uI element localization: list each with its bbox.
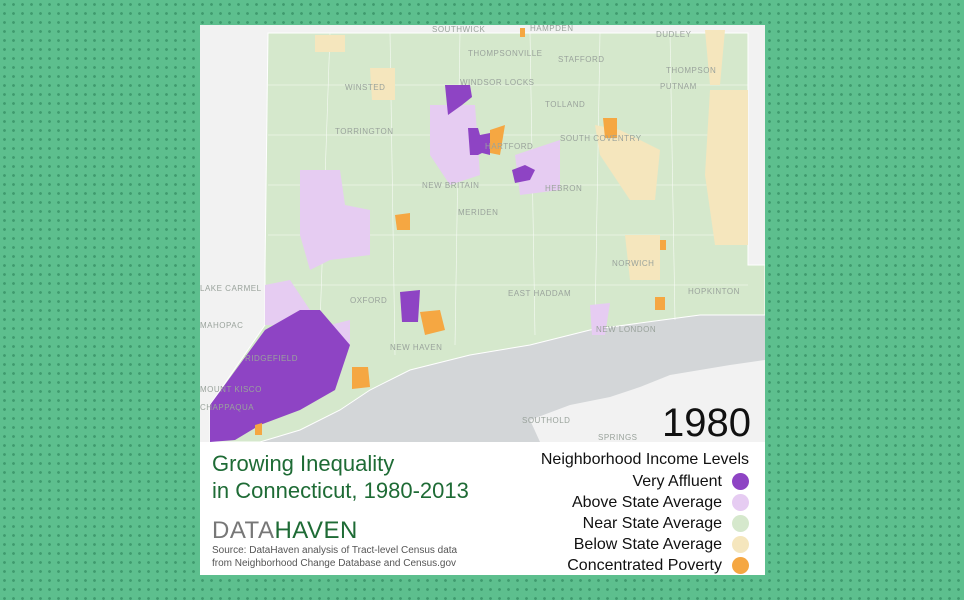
svg-text:TORRINGTON: TORRINGTON <box>335 127 393 136</box>
legend-swatch <box>732 557 749 574</box>
legend-swatch <box>732 536 749 553</box>
legend-label: Above State Average <box>571 494 722 511</box>
svg-text:WINDSOR LOCKS: WINDSOR LOCKS <box>460 78 535 87</box>
datahaven-logo: DATAHAVEN <box>212 517 358 545</box>
legend-label: Below State Average <box>573 536 722 553</box>
svg-text:CHAPPAQUA: CHAPPAQUA <box>200 403 254 412</box>
svg-text:MOUNT KISCO: MOUNT KISCO <box>200 385 262 394</box>
svg-text:THOMPSON: THOMPSON <box>666 66 716 75</box>
map-title: Growing Inequality in Connecticut, 1980-… <box>212 450 469 504</box>
svg-text:SPRINGS: SPRINGS <box>598 433 638 442</box>
svg-text:NORWICH: NORWICH <box>612 259 654 268</box>
logo-haven: HAVEN <box>274 517 358 544</box>
legend-title: Neighborhood Income Levels <box>540 451 749 468</box>
source-line-1: Source: DataHaven analysis of Tract-leve… <box>212 545 458 556</box>
svg-text:RIDGEFIELD: RIDGEFIELD <box>245 354 298 363</box>
year-label: 1980 <box>662 401 751 445</box>
svg-text:OXFORD: OXFORD <box>350 296 387 305</box>
legend-item-above-average: Above State Average <box>541 492 749 513</box>
svg-text:MAHOPAC: MAHOPAC <box>200 321 243 330</box>
town-labels: SOUTHWICK HAMPDEN DUDLEY THOMPSONVILLE S… <box>200 25 740 442</box>
svg-text:NEW HAVEN: NEW HAVEN <box>390 343 442 352</box>
legend: Neighborhood Income Levels Very Affluent… <box>541 451 749 576</box>
legend-item-below-average: Below State Average <box>541 534 749 555</box>
source-line-2: from Neighborhood Change Database and Ce… <box>212 558 457 569</box>
source-note: Source: DataHaven analysis of Tract-leve… <box>212 544 457 570</box>
long-island <box>530 360 765 442</box>
logo-data: DATA <box>212 517 275 544</box>
svg-text:THOMPSONVILLE: THOMPSONVILLE <box>468 49 543 58</box>
svg-text:DUDLEY: DUDLEY <box>656 30 692 39</box>
svg-text:PUTNAM: PUTNAM <box>660 82 697 91</box>
legend-item-concentrated-poverty: Concentrated Poverty <box>541 555 749 576</box>
svg-text:HOPKINTON: HOPKINTON <box>688 287 740 296</box>
svg-text:MERIDEN: MERIDEN <box>458 208 498 217</box>
svg-text:SOUTHOLD: SOUTHOLD <box>522 416 570 425</box>
svg-text:HARTFORD: HARTFORD <box>485 142 533 151</box>
svg-text:NEW BRITAIN: NEW BRITAIN <box>422 181 479 190</box>
legend-swatch <box>732 494 749 511</box>
svg-text:TOLLAND: TOLLAND <box>545 100 585 109</box>
very-affluent-tracts <box>210 85 535 442</box>
legend-swatch <box>732 515 749 532</box>
svg-text:HEBRON: HEBRON <box>545 184 582 193</box>
below-average-tracts <box>315 30 748 280</box>
title-line-1: Growing Inequality <box>212 451 395 476</box>
svg-text:HAMPDEN: HAMPDEN <box>530 25 574 33</box>
svg-text:SOUTH COVENTRY: SOUTH COVENTRY <box>560 134 642 143</box>
title-line-2: in Connecticut, 1980-2013 <box>212 478 469 503</box>
income-map[interactable]: SOUTHWICK HAMPDEN DUDLEY THOMPSONVILLE S… <box>200 25 765 442</box>
svg-text:NEW LONDON: NEW LONDON <box>596 325 656 334</box>
legend-label: Near State Average <box>582 515 722 532</box>
legend-label: Very Affluent <box>632 473 722 490</box>
svg-text:SOUTHWICK: SOUTHWICK <box>432 25 486 34</box>
concentrated-poverty-tracts <box>255 28 666 435</box>
legend-label: Concentrated Poverty <box>567 557 722 574</box>
svg-text:WINSTED: WINSTED <box>345 83 385 92</box>
svg-text:LAKE CARMEL: LAKE CARMEL <box>200 284 262 293</box>
legend-item-very-affluent: Very Affluent <box>541 471 749 492</box>
legend-item-near-average: Near State Average <box>541 513 749 534</box>
svg-text:STAFFORD: STAFFORD <box>558 55 605 64</box>
map-card: SOUTHWICK HAMPDEN DUDLEY THOMPSONVILLE S… <box>200 25 765 575</box>
legend-swatch <box>732 473 749 490</box>
svg-text:EAST HADDAM: EAST HADDAM <box>508 289 571 298</box>
